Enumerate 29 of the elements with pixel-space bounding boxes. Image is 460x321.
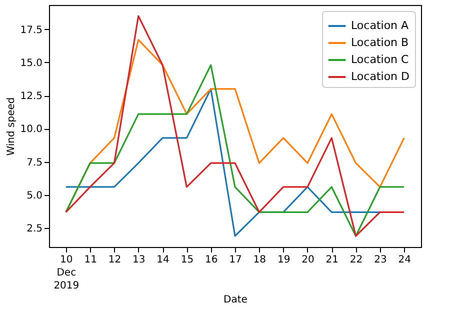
legend-label: Location D (351, 70, 410, 83)
x-tick-label: 22 (350, 254, 363, 266)
line-series (65, 88, 381, 237)
y-tick-label: 7.5 (26, 157, 42, 168)
legend-label: Location C (351, 53, 410, 66)
y-tick-label: 10.0 (20, 124, 42, 136)
y-tick-label: 17.5 (20, 24, 42, 36)
y-tick-label: 15.0 (20, 58, 42, 69)
x-tick-label: 15 (180, 254, 194, 266)
x-tick-label: 11 (84, 254, 97, 266)
x-tick-label: 16 (204, 254, 218, 266)
x-tick-label: 24 (398, 254, 411, 266)
x-tick-label: 12 (108, 254, 122, 266)
y-axis-title: Wind speed (6, 97, 18, 156)
legend-label: Location A (351, 19, 410, 32)
legend-label: Location B (351, 36, 409, 49)
x-tick-label: 13 (132, 254, 146, 266)
x-tick-label: 17 (229, 254, 242, 266)
x-tick-label: 18 (253, 254, 266, 266)
y-tick-label: 5.0 (26, 190, 42, 202)
x-axis-title: Date (224, 294, 248, 306)
x-tick-label: 21 (326, 254, 338, 266)
x-tick-label: 10 Dec 2019 (54, 254, 80, 292)
x-tick-label: 19 (277, 254, 290, 266)
x-tick-label: 23 (374, 254, 387, 266)
x-tick-label: 20 (302, 254, 314, 266)
x-tick-label: 14 (156, 254, 170, 266)
y-tick-label: 12.5 (20, 91, 42, 102)
y-tick-label: 2.5 (26, 224, 42, 235)
